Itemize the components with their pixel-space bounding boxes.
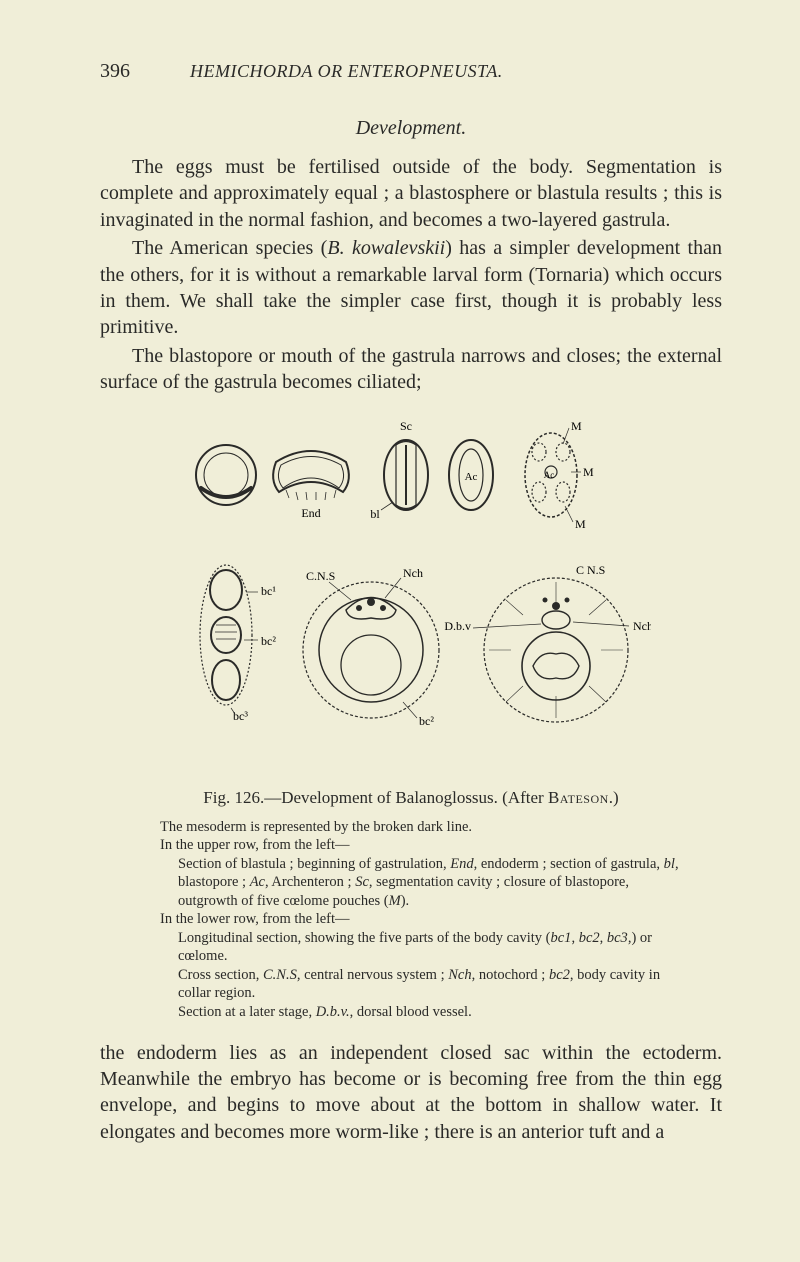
para-1: The eggs must be fertilised outside of t…: [100, 154, 722, 233]
figure-illustration: End Sc bl Ac: [171, 410, 651, 780]
label-cns1: C.N.S: [306, 569, 335, 583]
label-nch2: Nch: [633, 619, 651, 633]
para-2a: The American species (: [132, 237, 327, 259]
fig-archenteron: Ac: [449, 440, 493, 510]
legend-4: In the lower row, from the left—: [160, 910, 682, 929]
label-dbv: D.b.v: [444, 619, 471, 633]
label-bc1: bc¹: [261, 584, 276, 598]
label-bc3: bc³: [233, 709, 248, 723]
label-ac2: Ac: [544, 470, 555, 480]
label-cns2: C N.S: [576, 563, 605, 577]
caption-author: Bateson: [548, 788, 609, 807]
legend-1: The mesoderm is represented by the broke…: [160, 818, 682, 837]
label-bc2b: bc²: [419, 714, 434, 728]
fig-blastula: [196, 445, 256, 505]
label-m3: M: [575, 517, 586, 531]
label-m1: M: [571, 419, 582, 433]
para-4: the endoderm lies as an independent clos…: [100, 1040, 722, 1146]
para-2: The American species (B. kowalevskii) ha…: [100, 235, 722, 341]
legend-5: Longitudinal section, showing the five p…: [178, 929, 682, 966]
section-heading: Development.: [100, 117, 722, 140]
legend-2: In the upper row, from the left—: [160, 836, 682, 855]
label-bc2a: bc²: [261, 634, 276, 648]
page-number: 396: [100, 60, 130, 83]
label-ac: Ac: [465, 471, 478, 483]
species-name: B. kowalevskii: [327, 237, 445, 259]
running-title: HEMICHORDA OR ENTEROPNEUSTA.: [190, 61, 503, 82]
figure-126: End Sc bl Ac: [100, 410, 722, 808]
para-3: The blastopore or mouth of the gastrula …: [100, 343, 722, 396]
legend-7: Section at a later stage, D.b.v., dorsal…: [178, 1003, 682, 1022]
caption-a: Fig. 126.—Development of Balanoglossus. …: [203, 788, 548, 807]
caption-b: .): [609, 788, 619, 807]
label-nch1: Nch: [403, 566, 423, 580]
fig-later-stage: C N.S Nch D.b.v: [444, 563, 651, 722]
fig-cross-section: C.N.S Nch bc²: [303, 566, 439, 728]
legend-6: Cross section, C.N.S, central nervous sy…: [178, 966, 682, 1003]
label-end: End: [301, 506, 320, 520]
page: 396 HEMICHORDA OR ENTEROPNEUSTA. Develop…: [0, 0, 800, 1262]
figure-caption: Fig. 126.—Development of Balanoglossus. …: [100, 788, 722, 808]
fig-coelome-pouches: M M M Ac: [525, 419, 594, 531]
label-sc: Sc: [400, 419, 412, 433]
fig-gastrula: End: [273, 451, 349, 520]
running-head: 396 HEMICHORDA OR ENTEROPNEUSTA.: [100, 60, 722, 83]
figure-legend: The mesoderm is represented by the broke…: [160, 818, 682, 1022]
fig-closed-blastopore: Sc bl: [370, 419, 428, 521]
legend-3: Section of blastula ; beginning of gastr…: [178, 855, 682, 911]
label-bl: bl: [370, 507, 380, 521]
label-m2: M: [583, 465, 594, 479]
fig-longitudinal: bc¹ bc² bc³: [200, 565, 276, 723]
